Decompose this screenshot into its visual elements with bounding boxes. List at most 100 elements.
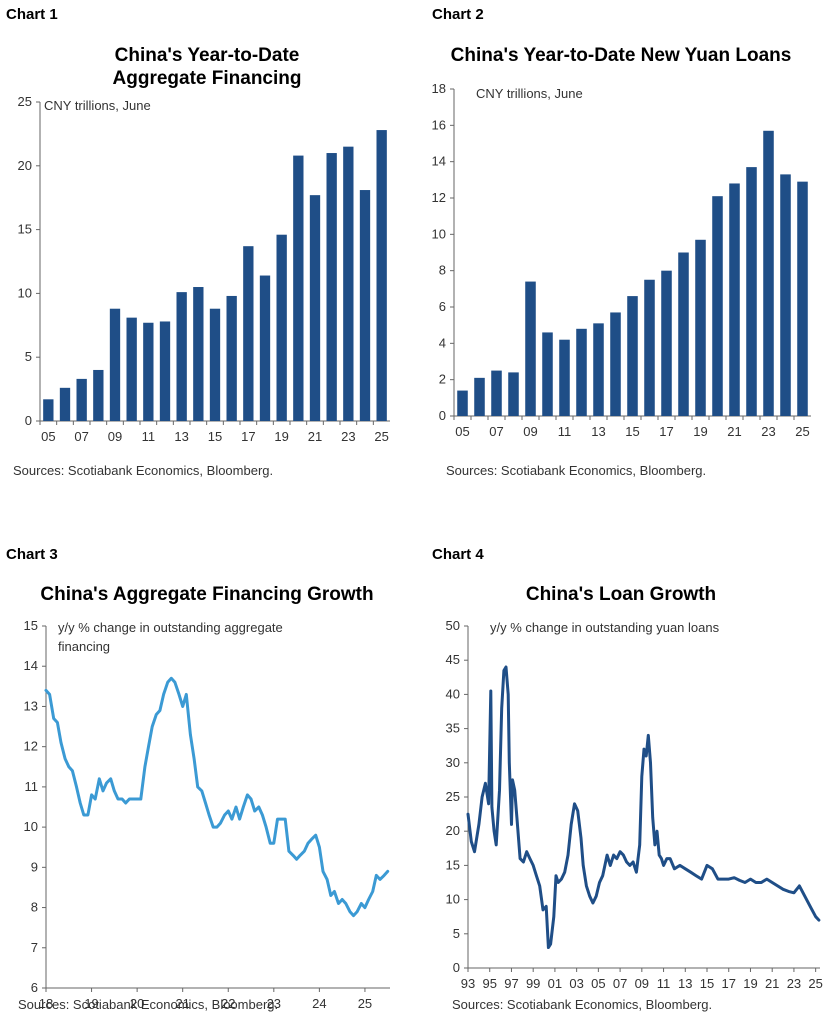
bar-15 xyxy=(209,308,221,421)
bar-10 xyxy=(542,332,553,416)
bar-19 xyxy=(276,234,287,421)
x-tick-label: 09 xyxy=(108,429,122,444)
y-tick-label: 13 xyxy=(24,698,38,713)
chart-3-source: Sources: Scotiabank Economics, Bloomberg… xyxy=(18,997,279,1012)
y-tick-label: 15 xyxy=(24,618,38,633)
y-tick-label: 35 xyxy=(446,721,460,736)
x-tick-label: 22 xyxy=(221,996,235,1011)
y-tick-label: 4 xyxy=(439,335,446,350)
bar-24 xyxy=(359,190,371,421)
bar-18 xyxy=(678,252,689,416)
chart-2-subtitle-line: CNY trillions, June xyxy=(476,86,583,101)
chart-4-title: China's Loan Growth xyxy=(414,583,828,606)
y-tick-label: 5 xyxy=(25,349,32,364)
bar-19 xyxy=(695,239,706,416)
x-tick-label: 19 xyxy=(743,976,757,991)
x-tick-label: 21 xyxy=(175,996,189,1011)
x-tick-label: 15 xyxy=(208,429,222,444)
bar-11 xyxy=(143,322,154,421)
x-tick-label: 18 xyxy=(39,996,53,1011)
bar-17 xyxy=(661,270,672,416)
x-tick-label: 25 xyxy=(795,424,809,439)
chart-3-subtitle-line: financing xyxy=(58,639,110,654)
chart-1-title-line-2: Aggregate Financing xyxy=(112,68,302,89)
bar-20 xyxy=(712,196,723,416)
x-tick-label: 99 xyxy=(526,976,540,991)
x-tick-label: 09 xyxy=(523,424,537,439)
x-tick-label: 24 xyxy=(312,996,326,1011)
x-tick-label: 13 xyxy=(591,424,605,439)
y-tick-label: 30 xyxy=(446,755,460,770)
chart-4-panel: Chart 4 China's Loan Growth y/y % change… xyxy=(414,540,828,1023)
bar-22 xyxy=(746,167,757,416)
x-tick-label: 17 xyxy=(722,976,736,991)
chart-1-subtitle-line: CNY trillions, June xyxy=(44,98,151,113)
x-tick-label: 13 xyxy=(678,976,692,991)
x-tick-label: 17 xyxy=(659,424,673,439)
bar-25 xyxy=(797,181,808,416)
bar-13 xyxy=(593,323,604,416)
x-tick-label: 11 xyxy=(657,976,671,991)
y-tick-label: 25 xyxy=(18,94,32,109)
chart-3-title: China's Aggregate Financing Growth xyxy=(0,583,414,606)
bar-08 xyxy=(93,369,104,421)
x-tick-label: 19 xyxy=(274,429,288,444)
bar-05 xyxy=(457,390,468,416)
bar-25 xyxy=(376,130,387,421)
chart-3-title-line-1: China's Aggregate Financing Growth xyxy=(40,584,374,605)
y-tick-label: 6 xyxy=(31,980,38,995)
chart-4-source: Sources: Scotiabank Economics, Bloomberg… xyxy=(452,997,713,1012)
bar-21 xyxy=(729,183,740,416)
x-tick-label: 19 xyxy=(693,424,707,439)
y-tick-label: 14 xyxy=(432,154,446,169)
y-tick-label: 18 xyxy=(432,81,446,96)
chart-3-subtitle-line: y/y % change in outstanding aggregate xyxy=(58,620,283,635)
chart-1-title-line-1: China's Year-to-Date xyxy=(114,45,300,66)
chart-4-plot: y/y % change in outstanding yuan loans05… xyxy=(446,618,823,991)
chart-1-source: Sources: Scotiabank Economics, Bloomberg… xyxy=(13,463,274,478)
x-tick-label: 25 xyxy=(374,429,388,444)
y-tick-label: 15 xyxy=(18,222,32,237)
bar-17 xyxy=(243,246,254,421)
y-tick-label: 40 xyxy=(446,686,460,701)
y-tick-label: 10 xyxy=(446,892,460,907)
chart-2-panel: Chart 2 China's Year-to-Date New Yuan Lo… xyxy=(414,0,828,511)
bar-22 xyxy=(326,153,337,422)
y-tick-label: 10 xyxy=(432,226,446,241)
x-tick-label: 01 xyxy=(548,976,562,991)
bar-07 xyxy=(76,378,87,421)
bar-14 xyxy=(610,312,621,416)
x-tick-label: 07 xyxy=(489,424,503,439)
y-tick-label: 14 xyxy=(24,658,38,673)
chart-2-label: Chart 2 xyxy=(432,6,484,23)
y-tick-label: 6 xyxy=(439,299,446,314)
x-tick-label: 97 xyxy=(504,976,518,991)
y-tick-label: 0 xyxy=(439,408,446,423)
x-tick-label: 11 xyxy=(142,429,156,444)
y-tick-label: 11 xyxy=(25,779,39,794)
y-tick-label: 15 xyxy=(446,857,460,872)
chart-2-title-line-1: China's Year-to-Date New Yuan Loans xyxy=(450,45,792,66)
chart-3-plot: y/y % change in outstanding aggregate fin… xyxy=(24,618,390,1011)
x-tick-label: 21 xyxy=(727,424,741,439)
y-tick-label: 25 xyxy=(446,789,460,804)
y-tick-label: 0 xyxy=(453,960,460,975)
chart-4-title-line-1: China's Loan Growth xyxy=(525,584,717,605)
y-tick-label: 8 xyxy=(31,900,38,915)
bar-21 xyxy=(309,195,321,421)
chart-2-source: Sources: Scotiabank Economics, Bloomberg… xyxy=(446,463,707,478)
x-tick-label: 07 xyxy=(613,976,627,991)
x-tick-label: 17 xyxy=(241,429,255,444)
bar-23 xyxy=(763,130,774,417)
x-tick-label: 09 xyxy=(635,976,649,991)
bar-12 xyxy=(576,328,587,416)
bar-09 xyxy=(525,281,536,416)
chart-4-label: Chart 4 xyxy=(432,546,484,563)
bar-06 xyxy=(59,387,71,421)
bar-06 xyxy=(474,377,485,416)
bar-14 xyxy=(193,287,204,421)
x-tick-label: 15 xyxy=(700,976,714,991)
x-tick-label: 05 xyxy=(455,424,469,439)
y-tick-label: 16 xyxy=(432,117,446,132)
x-tick-label: 20 xyxy=(130,996,144,1011)
